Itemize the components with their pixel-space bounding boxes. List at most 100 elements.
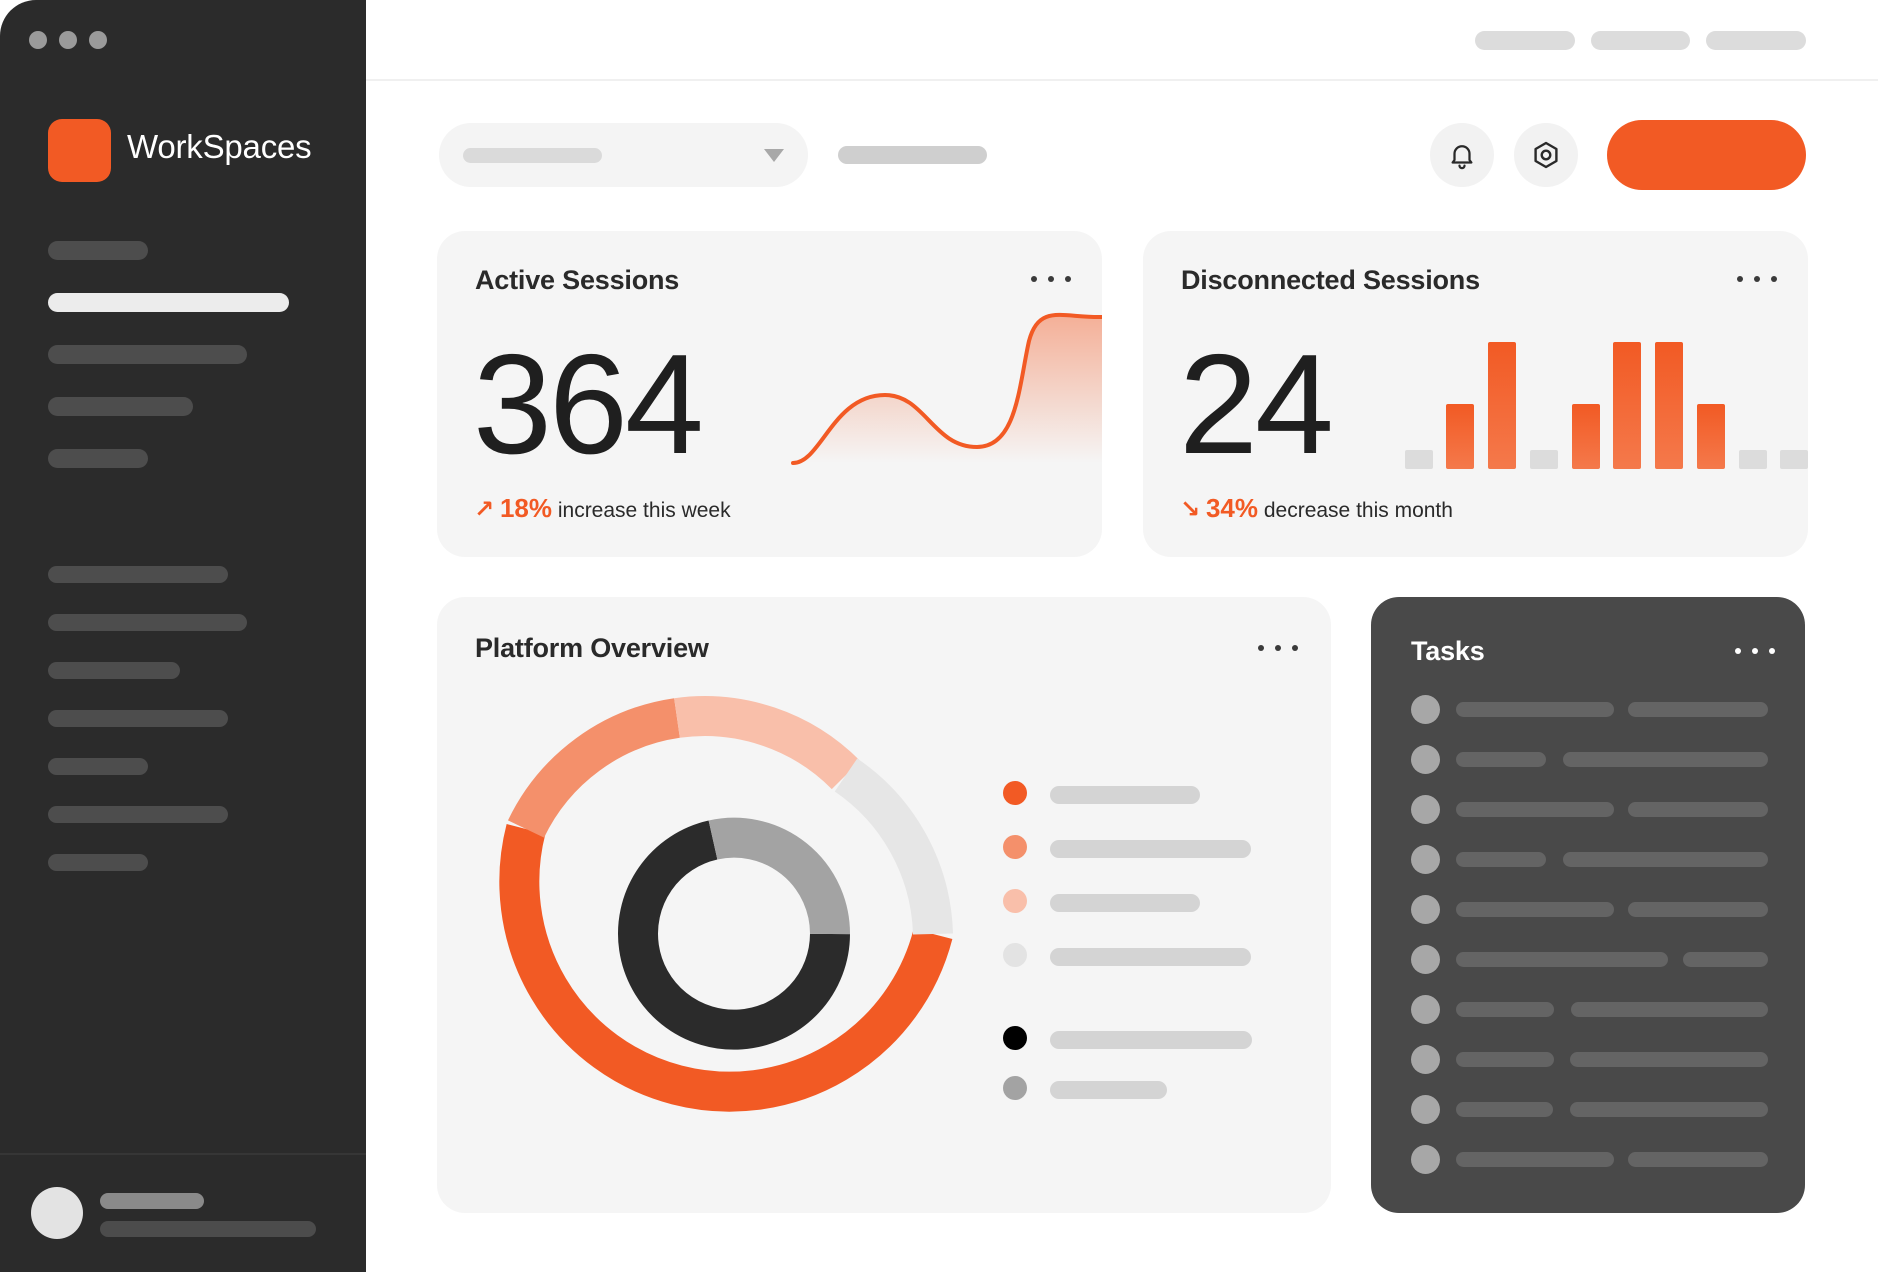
top-menu-item[interactable]	[1706, 31, 1806, 50]
active-sessions-sparkline	[791, 312, 1102, 465]
top-menu-item[interactable]	[1475, 31, 1575, 50]
user-name-placeholder	[100, 1193, 204, 1209]
avatar[interactable]	[31, 1187, 83, 1239]
tasks-card: Tasks	[1371, 597, 1805, 1213]
more-options-icon[interactable]	[1258, 638, 1298, 658]
window-maximize-dot[interactable]	[89, 31, 107, 49]
task-meta	[1628, 1152, 1768, 1167]
bar	[1530, 450, 1558, 469]
task-label	[1456, 1052, 1554, 1067]
active-sessions-value: 364	[473, 325, 704, 484]
platform-overview-card: Platform Overview	[437, 597, 1331, 1213]
outer-segment-neutral	[834, 758, 953, 935]
platform-donut-chart	[499, 696, 953, 1112]
sidebar-item[interactable]	[48, 241, 148, 260]
sidebar-item-active[interactable]	[48, 293, 289, 312]
trend-up-icon: ↗	[474, 496, 495, 523]
active-sessions-trend: ↗ 18% increase this week	[474, 493, 731, 524]
inner-segment-dark	[618, 820, 850, 1050]
active-sessions-title: Active Sessions	[475, 265, 680, 295]
task-checkbox[interactable]	[1411, 695, 1440, 724]
top-menu-item[interactable]	[1591, 31, 1690, 50]
notifications-button[interactable]	[1430, 123, 1494, 187]
task-checkbox[interactable]	[1411, 1045, 1440, 1074]
disconnected-sessions-card: Disconnected Sessions 24 ↘ 34% decrease …	[1143, 231, 1808, 557]
task-label	[1456, 802, 1614, 817]
settings-button[interactable]	[1514, 123, 1578, 187]
sidebar-item[interactable]	[48, 662, 180, 679]
legend-dot	[1003, 943, 1027, 967]
task-checkbox[interactable]	[1411, 745, 1440, 774]
sidebar-item[interactable]	[48, 758, 148, 775]
task-label	[1456, 1102, 1553, 1117]
bar	[1780, 450, 1808, 469]
sidebar: WorkSpaces	[0, 0, 366, 1272]
legend-dot	[1003, 781, 1027, 805]
disconnected-sessions-bars	[1405, 342, 1808, 469]
task-checkbox[interactable]	[1411, 795, 1440, 824]
disconnected-sessions-trend: ↘ 34% decrease this month	[1180, 493, 1453, 524]
task-meta	[1683, 952, 1768, 967]
sidebar-item[interactable]	[48, 854, 148, 871]
more-options-icon[interactable]	[1031, 269, 1071, 289]
task-meta	[1628, 802, 1768, 817]
bar	[1572, 404, 1600, 469]
task-checkbox[interactable]	[1411, 1145, 1440, 1174]
task-label	[1456, 752, 1546, 767]
task-checkbox[interactable]	[1411, 995, 1440, 1024]
bar	[1405, 450, 1433, 469]
trend-text: decrease this month	[1263, 499, 1453, 522]
primary-action-button[interactable]	[1607, 120, 1806, 190]
gear-icon	[1534, 141, 1558, 169]
sidebar-item[interactable]	[48, 345, 247, 364]
legend-dot	[1003, 1026, 1027, 1050]
sidebar-item[interactable]	[48, 566, 228, 583]
bar	[1739, 450, 1767, 469]
task-checkbox[interactable]	[1411, 895, 1440, 924]
trend-text: increase this week	[557, 499, 731, 522]
legend-label	[1050, 894, 1200, 912]
task-meta	[1570, 1102, 1768, 1117]
bar	[1488, 342, 1516, 469]
task-meta	[1563, 852, 1768, 867]
legend-label	[1050, 1081, 1167, 1099]
task-checkbox[interactable]	[1411, 845, 1440, 874]
bar	[1655, 342, 1683, 469]
task-label	[1456, 902, 1614, 917]
workspace-select[interactable]	[439, 123, 808, 187]
task-label	[1456, 1002, 1554, 1017]
task-checkbox[interactable]	[1411, 1095, 1440, 1124]
bar	[1697, 404, 1725, 469]
disconnected-sessions-title: Disconnected Sessions	[1181, 265, 1480, 295]
sidebar-item[interactable]	[48, 449, 148, 468]
sidebar-item[interactable]	[48, 397, 193, 416]
user-email-placeholder	[100, 1221, 316, 1237]
bar	[1446, 404, 1474, 469]
app-name: WorkSpaces	[127, 128, 312, 165]
app-logo	[48, 119, 111, 182]
task-meta	[1570, 1052, 1768, 1067]
outer-segment-mid	[507, 698, 681, 838]
trend-percent: 18%	[499, 493, 552, 523]
trend-percent: 34%	[1205, 493, 1258, 523]
window-close-dot[interactable]	[29, 31, 47, 49]
sidebar-divider	[0, 1153, 366, 1155]
more-options-icon[interactable]	[1735, 641, 1775, 661]
more-options-icon[interactable]	[1737, 269, 1777, 289]
legend-label	[1050, 786, 1200, 804]
window-minimize-dot[interactable]	[59, 31, 77, 49]
task-meta	[1628, 702, 1768, 717]
task-meta	[1563, 752, 1768, 767]
sidebar-item[interactable]	[48, 710, 228, 727]
sidebar-item[interactable]	[48, 614, 247, 631]
disconnected-sessions-value: 24	[1179, 325, 1334, 484]
outer-segment-light	[674, 696, 861, 790]
legend-dot	[1003, 889, 1027, 913]
legend-label	[1050, 1031, 1252, 1049]
bell-icon	[1451, 145, 1473, 170]
sidebar-item[interactable]	[48, 806, 228, 823]
task-checkbox[interactable]	[1411, 945, 1440, 974]
top-divider	[366, 79, 1878, 81]
bar	[1613, 342, 1641, 469]
trend-down-icon: ↘	[1180, 496, 1201, 523]
